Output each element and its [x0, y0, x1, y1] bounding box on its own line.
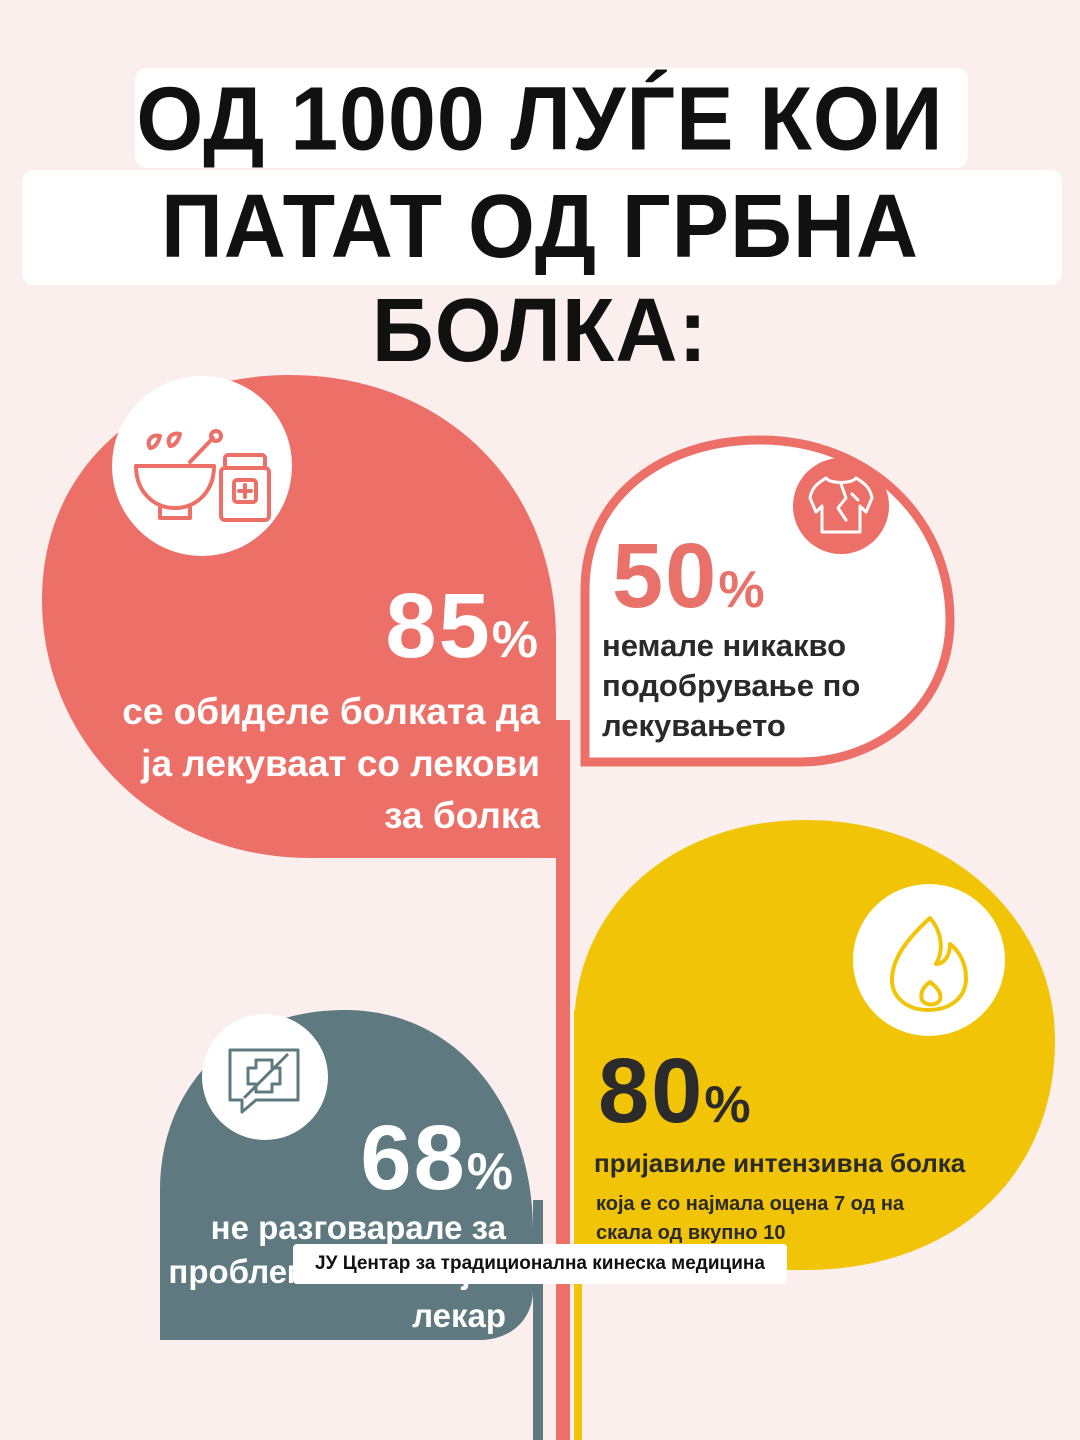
title-box-bottom — [22, 170, 1062, 285]
medical-chat-bubble-icon — [228, 1048, 300, 1114]
stat-50-value: 50% — [612, 525, 767, 627]
back-pain-body-icon — [808, 476, 874, 534]
mortar-pestle-medicine-jar-icon — [134, 429, 271, 522]
stem-teal — [533, 1200, 543, 1440]
page-title-line-1: ОД 1000 ЛУЃЕ КОИ — [136, 68, 944, 170]
stat-80-value: 80% — [598, 1040, 753, 1142]
footer-organization: ЈУ Центар за традиционална кинеска медиц… — [293, 1244, 787, 1284]
stat-68-value: 68% — [360, 1107, 515, 1209]
flame-icon — [890, 916, 968, 1012]
stat-80-text: пријавиле интензивна болка — [594, 1148, 966, 1178]
stat-85-text: се обиделе болката да ја лекуваат со лек… — [122, 691, 540, 836]
page-title-line-2: ПАТАТ ОД ГРБНА БОЛКА: — [160, 176, 920, 381]
stat-80-subtext: која е со најмала оцена 7 од на скала од… — [596, 1193, 905, 1244]
stat-50-text: немале никакво подобрување по лекувањето — [602, 628, 861, 743]
stat-85-value: 85% — [385, 575, 540, 677]
stem-coral — [556, 720, 570, 1440]
title-box-top — [135, 68, 968, 168]
icon-circle-80 — [853, 884, 1005, 1036]
